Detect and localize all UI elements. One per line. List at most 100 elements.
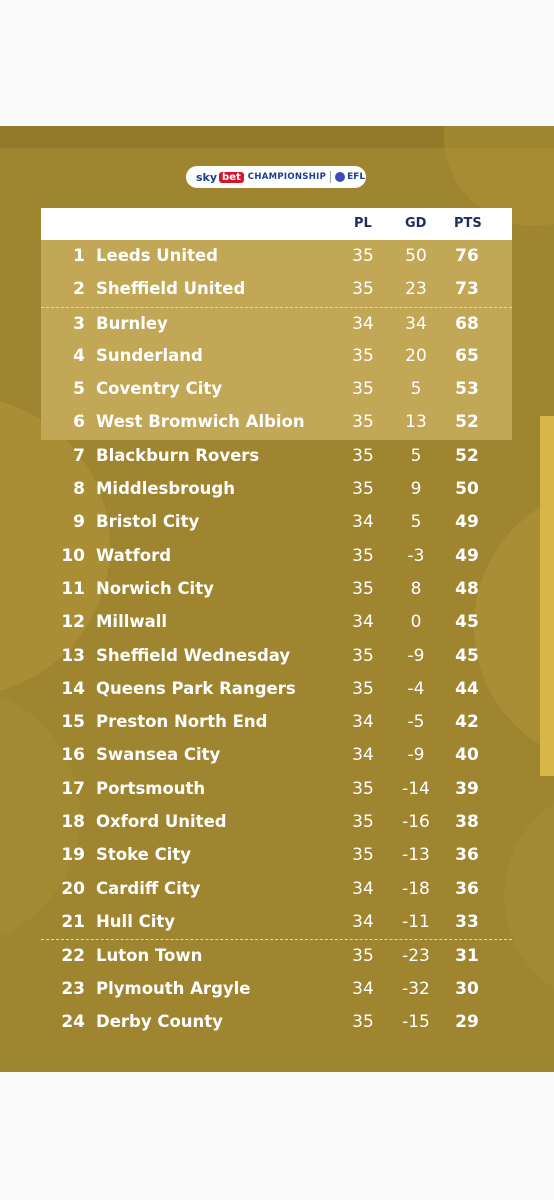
team-name-cell: Derby County — [96, 1011, 223, 1031]
position-cell: 8 — [73, 479, 85, 500]
points-cell: 45 — [455, 612, 479, 633]
top-band — [0, 126, 554, 148]
goal-difference-cell: -16 — [402, 812, 430, 833]
goal-difference-cell: 50 — [405, 246, 427, 266]
efl-badge-icon — [335, 172, 346, 182]
goal-difference-cell: 9 — [410, 479, 422, 500]
position-cell: 21 — [61, 911, 85, 932]
header-pl: PL — [354, 216, 372, 231]
position-cell: 23 — [61, 978, 85, 999]
position-cell: 12 — [61, 612, 85, 633]
logo-competition: CHAMPIONSHIP — [247, 172, 327, 182]
side-band — [540, 416, 554, 776]
played-cell: 34 — [352, 612, 374, 633]
goal-difference-cell: 13 — [405, 412, 427, 433]
points-cell: 44 — [455, 678, 479, 699]
goal-difference-cell: -11 — [402, 911, 430, 932]
played-cell: 34 — [352, 911, 374, 932]
table-row: 11 Norwich City 35 8 48 — [41, 573, 512, 606]
team-name-cell: Stoke City — [96, 845, 191, 865]
goal-difference-cell: -13 — [402, 845, 430, 866]
played-cell: 35 — [352, 279, 374, 300]
table-row: 8 Middlesbrough 35 9 50 — [41, 473, 512, 506]
position-cell: 1 — [73, 246, 85, 266]
played-cell: 35 — [352, 379, 374, 400]
goal-difference-cell: -32 — [402, 978, 430, 999]
position-cell: 17 — [61, 778, 85, 799]
table-row: 20 Cardiff City 34 -18 36 — [41, 873, 512, 906]
played-cell: 35 — [352, 246, 374, 266]
table-row: 17 Portsmouth 35 -14 39 — [41, 773, 512, 806]
points-cell: 36 — [455, 845, 479, 866]
goal-difference-cell: -18 — [402, 878, 430, 899]
played-cell: 35 — [352, 812, 374, 833]
table-body: 1 Leeds United 35 50 76 2 Sheffield United 35 23… — [41, 240, 512, 1039]
played-cell: 35 — [352, 845, 374, 866]
team-name-cell: Burnley — [96, 313, 168, 333]
goal-difference-cell: -5 — [407, 712, 425, 733]
logo-league: EFL — [347, 172, 366, 182]
points-cell: 39 — [455, 778, 479, 799]
points-cell: 40 — [455, 745, 479, 766]
team-name-cell: Queens Park Rangers — [96, 678, 296, 698]
played-cell: 35 — [352, 479, 374, 500]
team-name-cell: Cardiff City — [96, 878, 201, 898]
played-cell: 34 — [352, 512, 374, 533]
points-cell: 52 — [455, 412, 479, 433]
position-cell: 2 — [73, 279, 85, 300]
table-row: 19 Stoke City 35 -13 36 — [41, 839, 512, 872]
team-name-cell: Luton Town — [96, 946, 203, 966]
table-row: 14 Queens Park Rangers 35 -4 44 — [41, 673, 512, 706]
points-cell: 38 — [455, 812, 479, 833]
goal-difference-cell: 5 — [410, 445, 422, 466]
logo-sky: sky — [196, 170, 218, 184]
points-cell: 48 — [455, 578, 479, 599]
sky-bet-championship-logo: sky bet CHAMPIONSHIP EFL — [186, 166, 366, 188]
logo-bet: bet — [219, 171, 244, 183]
table-row: 24 Derby County 35 -15 29 — [41, 1006, 512, 1039]
position-cell: 18 — [61, 812, 85, 833]
position-cell: 10 — [61, 545, 85, 566]
team-name-cell: Plymouth Argyle — [96, 978, 251, 998]
position-cell: 15 — [61, 712, 85, 733]
played-cell: 35 — [352, 578, 374, 599]
table-row: 15 Preston North End 34 -5 42 — [41, 706, 512, 739]
team-name-cell: Leeds United — [96, 246, 218, 265]
table-row: 6 West Bromwich Albion 35 13 52 — [41, 406, 512, 440]
position-cell: 14 — [61, 678, 85, 699]
team-name-cell: Sheffield Wednesday — [96, 645, 291, 665]
position-cell: 22 — [61, 946, 85, 967]
table-row: 13 Sheffield Wednesday 35 -9 45 — [41, 640, 512, 673]
played-cell: 35 — [352, 778, 374, 799]
position-cell: 20 — [61, 878, 85, 899]
played-cell: 34 — [352, 313, 374, 334]
goal-difference-cell: -9 — [407, 645, 425, 666]
table-row: 2 Sheffield United 35 23 73 — [41, 273, 512, 307]
team-name-cell: Portsmouth — [96, 778, 206, 798]
table-row: 3 Burnley 34 34 68 — [41, 306, 512, 340]
goal-difference-cell: 34 — [405, 313, 427, 334]
played-cell: 34 — [352, 745, 374, 766]
logo-divider — [330, 171, 332, 183]
table-row: 16 Swansea City 34 -9 40 — [41, 739, 512, 772]
played-cell: 35 — [352, 1011, 374, 1032]
team-name-cell: Watford — [96, 545, 172, 565]
points-cell: 49 — [455, 545, 479, 566]
position-cell: 24 — [61, 1011, 85, 1032]
played-cell: 35 — [352, 445, 374, 466]
goal-difference-cell: -23 — [402, 946, 430, 967]
goal-difference-cell: 20 — [405, 345, 427, 366]
points-cell: 53 — [455, 379, 479, 400]
team-name-cell: Sunderland — [96, 345, 203, 365]
points-cell: 65 — [455, 345, 479, 366]
table-row: 7 Blackburn Rovers 35 5 52 — [41, 440, 512, 473]
points-cell: 30 — [455, 978, 479, 999]
played-cell: 35 — [352, 545, 374, 566]
points-cell: 68 — [455, 313, 479, 334]
position-cell: 4 — [73, 345, 85, 366]
team-name-cell: Norwich City — [96, 578, 214, 598]
goal-difference-cell: -15 — [402, 1011, 430, 1032]
team-name-cell: Oxford United — [96, 812, 227, 832]
points-cell: 49 — [455, 512, 479, 533]
table-row: 23 Plymouth Argyle 34 -32 30 — [41, 973, 512, 1006]
